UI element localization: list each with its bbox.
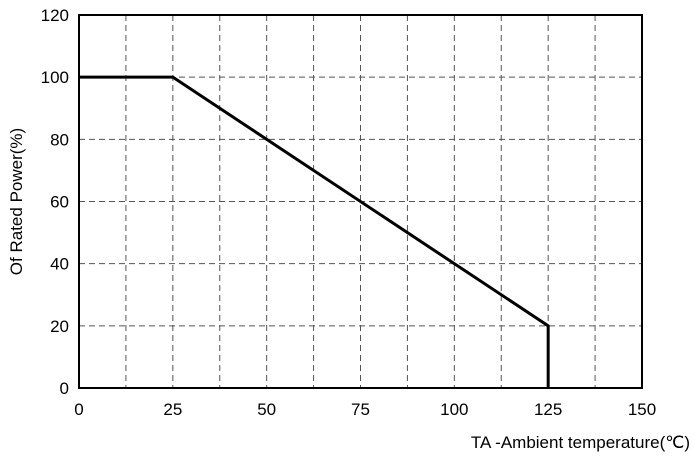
x-tick-label: 150: [628, 400, 656, 419]
x-tick-labels: 0 25 50 75 100 125 150: [74, 400, 656, 419]
y-tick-label: 120: [41, 6, 69, 25]
x-tick-label: 75: [351, 400, 370, 419]
y-tick-label: 60: [50, 193, 69, 212]
x-tick-label: 50: [257, 400, 276, 419]
x-tick-label: 100: [440, 400, 468, 419]
y-tick-label: 20: [50, 317, 69, 336]
series-group: [79, 75, 550, 388]
x-tick-label: 0: [74, 400, 83, 419]
y-tick-label: 0: [60, 379, 69, 398]
plot-frame: [78, 14, 643, 389]
x-tick-label: 25: [163, 400, 182, 419]
y-axis-title: Of Rated Power(%): [7, 128, 26, 275]
y-tick-label: 80: [50, 130, 69, 149]
derating-curve: [79, 75, 550, 388]
y-tick-label: 100: [41, 68, 69, 87]
y-tick-label: 40: [50, 255, 69, 274]
y-tick-labels: 0 20 40 60 80 100 120: [41, 6, 69, 398]
x-axis-title: TA -Ambient temperature(℃): [471, 433, 690, 452]
x-tick-label: 125: [534, 400, 562, 419]
